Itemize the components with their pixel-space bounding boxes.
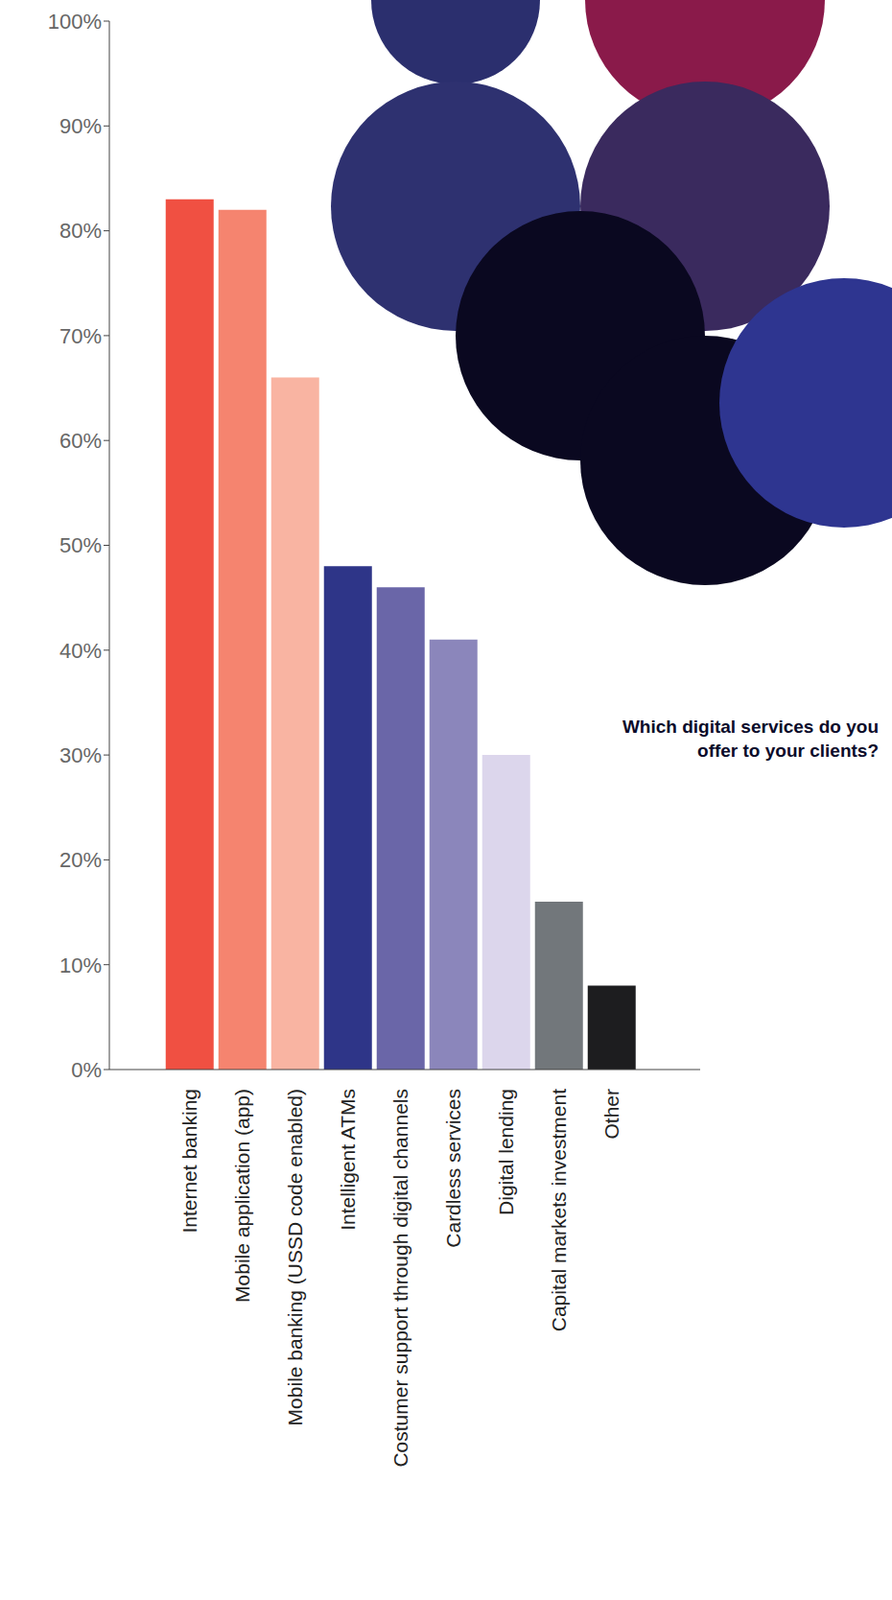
svg-text:0%: 0% bbox=[70, 1057, 102, 1082]
svg-text:10%: 10% bbox=[59, 953, 102, 978]
svg-text:70%: 70% bbox=[59, 324, 102, 349]
svg-text:80%: 80% bbox=[59, 218, 102, 243]
svg-text:50%: 50% bbox=[59, 533, 102, 558]
svg-text:Costumer support through digit: Costumer support through digital channel… bbox=[389, 1088, 412, 1468]
svg-text:Mobile banking (USSD code enab: Mobile banking (USSD code enabled) bbox=[283, 1088, 306, 1426]
svg-text:100%: 100% bbox=[47, 9, 102, 34]
svg-text:Cardless services: Cardless services bbox=[442, 1088, 465, 1248]
svg-text:20%: 20% bbox=[59, 847, 102, 872]
svg-text:60%: 60% bbox=[59, 428, 102, 453]
svg-text:40%: 40% bbox=[59, 638, 102, 663]
svg-text:Capital markets investment: Capital markets investment bbox=[547, 1088, 570, 1332]
html-text:Which digital services do you: Which digital services do you offer to y… bbox=[622, 716, 879, 761]
svg-text:Internet banking: Internet banking bbox=[178, 1088, 201, 1234]
svg-text:90%: 90% bbox=[59, 114, 102, 139]
svg-text:Mobile application (app): Mobile application (app) bbox=[231, 1088, 254, 1303]
svg-text:30%: 30% bbox=[59, 743, 102, 768]
svg-text:Intelligent ATMs: Intelligent ATMs bbox=[336, 1088, 359, 1231]
svg-text:Digital lending: Digital lending bbox=[494, 1088, 517, 1216]
svg-text:Other: Other bbox=[600, 1088, 623, 1140]
